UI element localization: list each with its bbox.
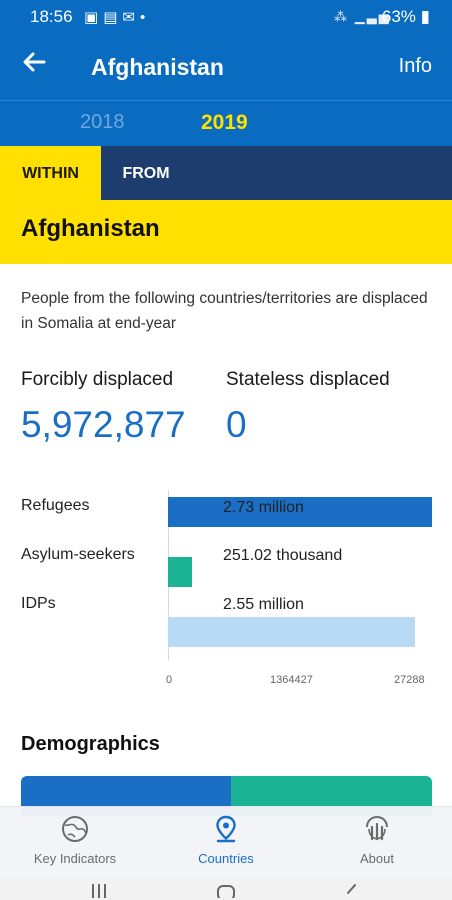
tab-within[interactable]: WITHIN — [0, 146, 101, 200]
nav-countries[interactable]: Countries — [161, 807, 291, 879]
status-time: 18:56 — [30, 7, 73, 26]
battery-percent: 63% — [381, 7, 416, 26]
bar-label-refugees: Refugees — [21, 497, 90, 514]
status-bar: 18:56 ▣▤✉• ⁂ ▁▃▅ 63% ▮ — [0, 0, 452, 34]
tab-from[interactable]: FROM — [122, 165, 170, 182]
stateless-displaced-label: Stateless displaced — [226, 369, 390, 390]
bar-value-refugees: 2.73 million — [223, 499, 304, 516]
recents-icon[interactable] — [90, 882, 108, 900]
battery-indicator: 63% ▮ — [382, 7, 430, 27]
year-tab-2018[interactable]: 2018 — [80, 111, 125, 133]
direction-tabs: WITHIN FROM — [0, 146, 452, 200]
battery-icon: ▮ — [420, 7, 430, 26]
stateless-displaced-value: 0 — [226, 404, 247, 445]
description-text: People from the following countries/terr… — [21, 290, 428, 332]
notification-icons: ▣▤✉• — [84, 8, 150, 26]
info-button[interactable]: Info — [398, 55, 432, 77]
nav-key-indicators[interactable]: Key Indicators — [10, 807, 140, 879]
x-tick-2: 27288 — [394, 674, 425, 686]
image-icon: ▣ — [84, 9, 104, 26]
bar-label-idps: IDPs — [21, 595, 56, 612]
back-arrow-icon[interactable] — [20, 48, 48, 76]
bar-value-asylum-seekers: 251.02 thousand — [223, 547, 343, 564]
bar-asylum-seekers — [168, 557, 192, 587]
page-title: Afghanistan — [91, 54, 224, 80]
year-selector: 2018 2019 — [0, 100, 452, 146]
nav-label: Key Indicators — [33, 851, 117, 866]
forcibly-displaced-value: 5,972,877 — [21, 404, 186, 445]
country-header: Afghanistan — [0, 200, 452, 264]
x-tick-0: 0 — [166, 674, 173, 686]
bar-idps — [168, 617, 415, 647]
app-bar: Afghanistan Info — [0, 34, 452, 100]
dot-icon: • — [139, 9, 151, 26]
nav-label: About — [360, 851, 394, 866]
nav-label: Countries — [198, 851, 254, 866]
mail-icon: ✉ — [122, 9, 140, 26]
nav-about[interactable]: About — [312, 807, 442, 879]
map-pin-icon — [210, 813, 242, 845]
globe-icon — [59, 813, 91, 845]
country-name: Afghanistan — [21, 215, 160, 242]
signal-icon: ⁂ ▁▃▅ — [334, 9, 391, 24]
bar-refugees — [168, 497, 432, 527]
home-icon[interactable] — [216, 882, 236, 900]
bar-value-idps: 2.55 million — [223, 596, 304, 613]
year-tab-2019[interactable]: 2019 — [201, 111, 248, 134]
forcibly-displaced-label: Forcibly displaced — [21, 369, 174, 390]
unhcr-logo-icon — [361, 813, 393, 845]
back-icon[interactable] — [344, 882, 358, 900]
bottom-nav: Key Indicators Countries About — [0, 806, 452, 878]
bar-label-asylum-seekers: Asylum-seekers — [21, 546, 135, 563]
system-nav-bar — [0, 878, 452, 900]
x-tick-1: 1364427 — [270, 674, 313, 686]
demographics-title: Demographics — [21, 733, 160, 755]
voicemail-icon: ▤ — [103, 9, 123, 26]
